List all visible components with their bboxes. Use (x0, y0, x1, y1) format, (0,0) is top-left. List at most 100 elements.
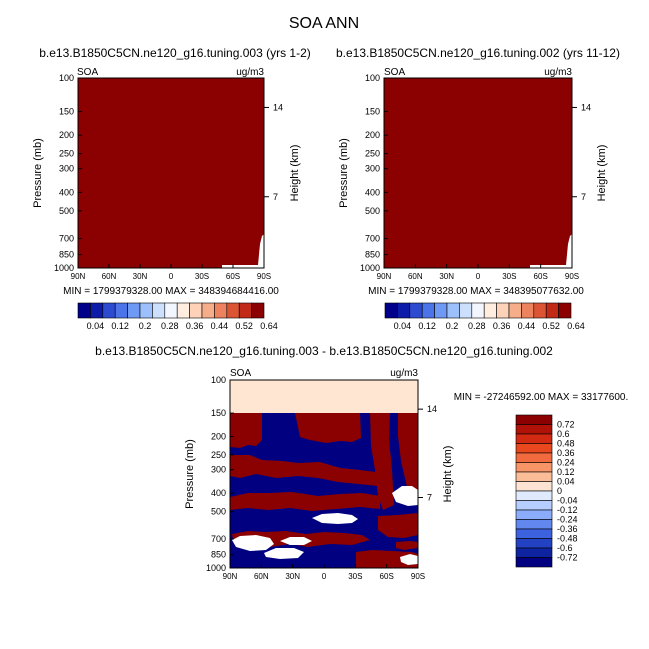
y-tick-label: 700 (365, 234, 380, 244)
y-tick-label: 500 (365, 206, 380, 216)
colorbar-label: 0.2 (139, 321, 152, 331)
height-tick-label: 7 (581, 192, 586, 202)
colorbar-swatch (189, 302, 203, 319)
colorbar-label: -0.24 (557, 515, 578, 525)
colorbar-label: 0.04 (394, 321, 412, 331)
x-tick-label: 90N (71, 272, 86, 281)
colorbar-label: -0.36 (557, 524, 578, 534)
x-tick-label: 0 (322, 572, 327, 581)
y-tick-label: 700 (211, 534, 226, 544)
colorbar-label: 0.12 (111, 321, 129, 331)
page-title: SOA ANN (289, 15, 359, 32)
panel-2-ylabel: Pressure (mb) (338, 138, 350, 208)
colorbar-label: 0 (557, 486, 562, 496)
y-tick-label: 100 (211, 375, 226, 385)
y-tick-label: 400 (59, 187, 74, 197)
colorbar-swatch (77, 302, 91, 319)
y-tick-label: 300 (59, 164, 74, 174)
colorbar-label: 0.72 (557, 420, 575, 430)
y-tick-label: 500 (211, 506, 226, 516)
colorbar-swatch (409, 302, 423, 319)
colorbar-swatch (508, 302, 522, 319)
x-tick-label: 90N (377, 272, 392, 281)
colorbar-label: 0.48 (557, 439, 575, 449)
colorbar-swatch (214, 302, 228, 319)
y-tick-label: 250 (365, 149, 380, 159)
x-tick-label: 30N (439, 272, 454, 281)
panel-3-zero-regions (232, 486, 418, 565)
colorbar-swatch (515, 462, 553, 473)
panel-2-title: b.e13.B1850C5CN.ne120_g16.tuning.002 (yr… (336, 46, 620, 60)
y-tick-label: 150 (365, 106, 380, 116)
panel-2-field (384, 78, 572, 268)
colorbar-swatch (515, 433, 553, 444)
x-tick-label: 60S (534, 272, 548, 281)
colorbar-swatch (164, 302, 178, 319)
colorbar-label: 0.28 (468, 321, 486, 331)
colorbar-swatch (515, 424, 553, 435)
panel-1: b.e13.B1850C5CN.ne120_g16.tuning.003 (yr… (32, 46, 311, 297)
colorbar-label: 0.44 (211, 321, 229, 331)
panel-1-stats: MIN = 1799379328.00 MAX = 348394684416.0… (63, 286, 279, 297)
x-tick-label: 0 (476, 272, 481, 281)
colorbar-label: 0.64 (567, 321, 585, 331)
height-tick-label: 14 (273, 102, 283, 112)
panel-1-white-region (222, 234, 264, 268)
colorbar-label: 0.12 (418, 321, 436, 331)
colorbar-label: 0.6 (557, 429, 570, 439)
x-tick-label: 30N (285, 572, 300, 581)
y-tick-label: 300 (211, 465, 226, 475)
colorbar-swatch (558, 302, 572, 319)
x-tick-label: 90N (223, 572, 238, 581)
y-tick-label: 200 (59, 130, 74, 140)
colorbar-swatch (384, 302, 398, 319)
panel-2-white-region (530, 234, 572, 268)
colorbar-label: 0.24 (557, 458, 575, 468)
colorbar-swatch (515, 414, 553, 425)
y-tick-label: 200 (211, 432, 226, 442)
panel-2: b.e13.B1850C5CN.ne120_g16.tuning.002 (yr… (336, 46, 620, 297)
y-tick-label: 1000 (206, 563, 226, 573)
y-tick-label: 1000 (360, 263, 380, 273)
panel-3: b.e13.B1850C5CN.ne120_g16.tuning.003 - b… (95, 344, 628, 581)
panel-1-left-label: SOA (77, 67, 98, 78)
height-tick-label: 14 (427, 404, 437, 414)
panel-1-title: b.e13.B1850C5CN.ne120_g16.tuning.003 (yr… (39, 46, 311, 60)
y-tick-label: 250 (211, 450, 226, 460)
colorbar-swatch (90, 302, 104, 319)
panel-3-right-label: ug/m3 (390, 368, 418, 379)
y-tick-label: 400 (365, 187, 380, 197)
colorbar-swatch (515, 547, 553, 558)
colorbar-swatch (515, 443, 553, 454)
y-tick-label: 250 (59, 149, 74, 159)
colorbar-label: -0.04 (557, 496, 578, 506)
y-tick-label: 850 (365, 250, 380, 260)
y-tick-label: 700 (59, 234, 74, 244)
colorbar-swatch (201, 302, 215, 319)
x-tick-label: 90S (565, 272, 579, 281)
colorbar-swatch (496, 302, 510, 319)
x-tick-label: 30N (133, 272, 148, 281)
colorbar-panel-1: 0.04 0.12 0.2 0.28 0.36 0.44 0.52 0.64 (77, 302, 278, 331)
colorbar-swatch (515, 452, 553, 463)
y-tick-label: 150 (211, 408, 226, 418)
x-tick-label: 30S (195, 272, 209, 281)
panel-2-left-label: SOA (384, 67, 405, 78)
colorbar-swatch (176, 302, 190, 319)
panel-1-ylabel: Pressure (mb) (32, 138, 44, 208)
panel-1-field (78, 78, 264, 268)
x-tick-label: 60S (226, 272, 240, 281)
x-tick-label: 90S (411, 572, 425, 581)
colorbar-swatch (251, 302, 265, 319)
colorbar-swatch (545, 302, 559, 319)
y-tick-label: 850 (211, 550, 226, 560)
x-tick-label: 30S (502, 272, 516, 281)
y-tick-label: 500 (59, 206, 74, 216)
colorbar-label: 0.04 (557, 477, 575, 487)
colorbar-swatch (459, 302, 473, 319)
colorbar-label: -0.6 (557, 543, 573, 553)
colorbar-swatch (521, 302, 535, 319)
x-tick-label: 60S (380, 572, 394, 581)
colorbar-label: -0.48 (557, 534, 578, 544)
colorbar-swatch (139, 302, 153, 319)
